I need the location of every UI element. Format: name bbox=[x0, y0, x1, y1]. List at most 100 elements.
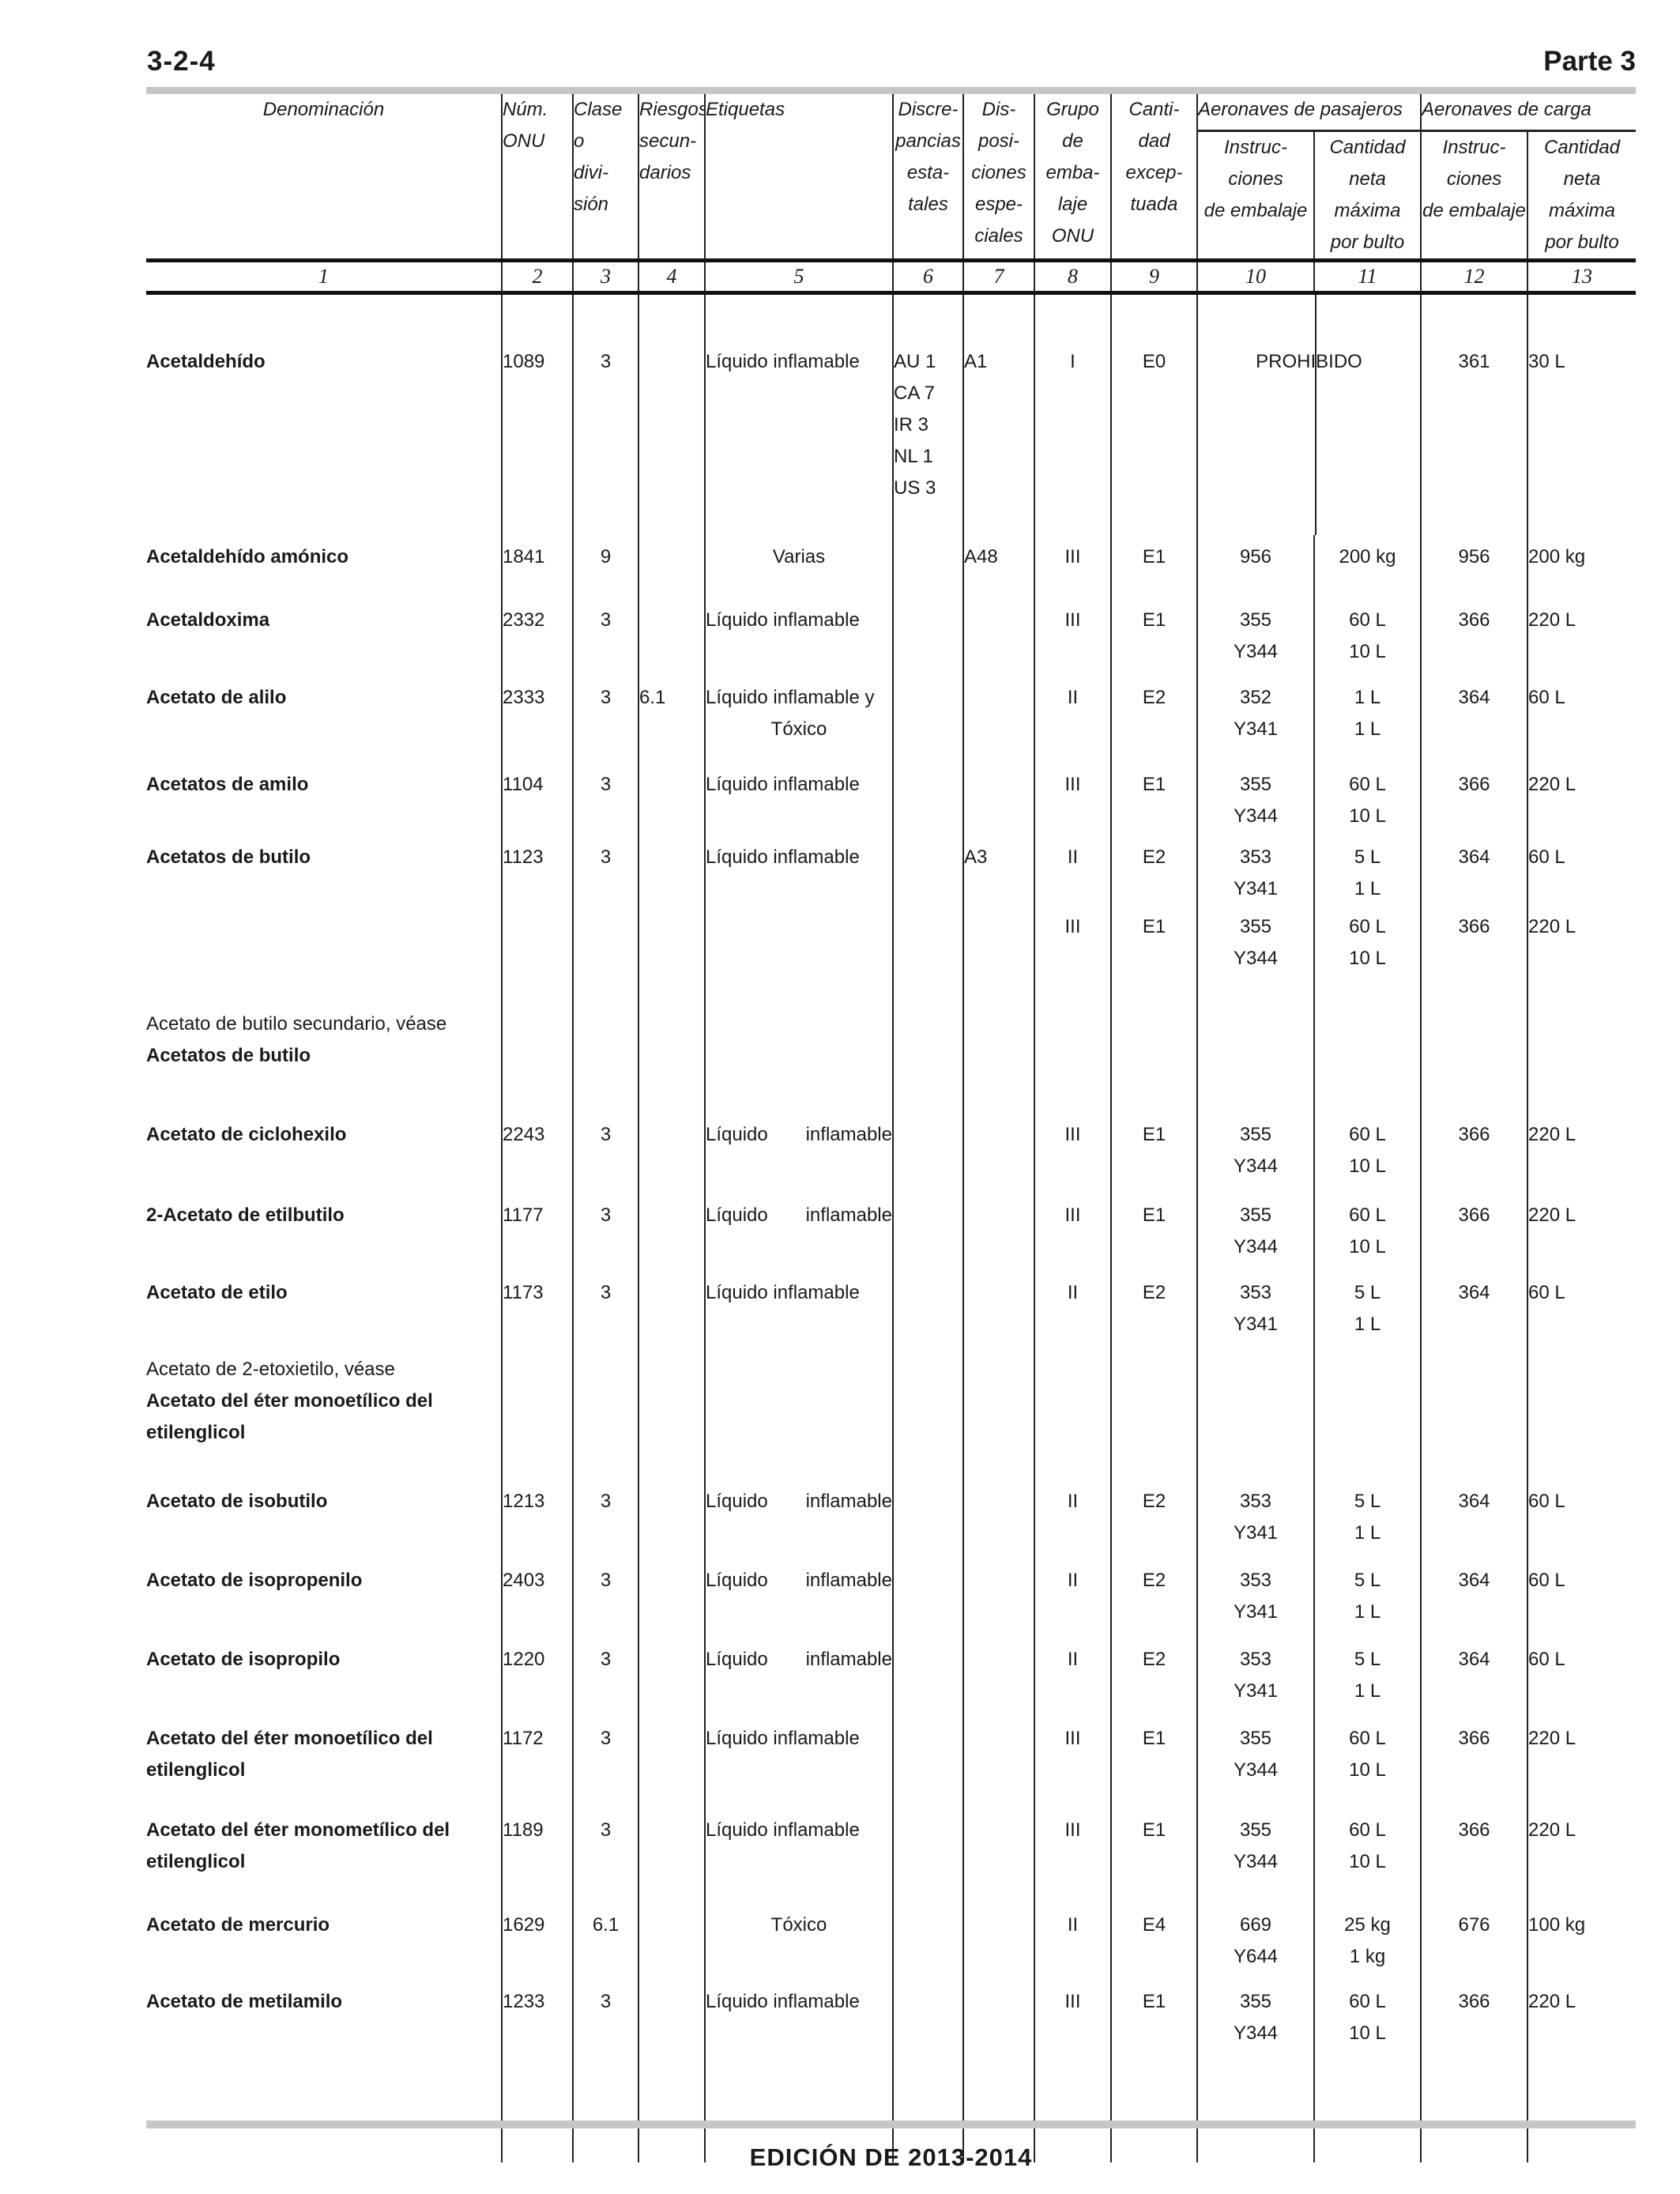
column-number-11: 11 bbox=[1314, 258, 1422, 295]
table-row: Acetato de alilo 2333 3 6.1 Líquido inflamab… bbox=[146, 676, 1636, 763]
cell-num-onu bbox=[502, 1002, 574, 1113]
cell-pasajeros-instrucciones bbox=[1197, 1348, 1315, 1480]
cell-discrepancias-estatales bbox=[893, 1638, 964, 1717]
cell-num-onu: 1123 bbox=[502, 835, 574, 905]
cell-carga-cantidad-maxima: 100 kg bbox=[1528, 1914, 1586, 1936]
cell-num-onu: 1089 bbox=[502, 292, 574, 535]
column-number-4: 4 bbox=[638, 258, 706, 295]
cell-etiquetas: Tóxico bbox=[705, 1903, 894, 1980]
cell-pasajeros-instrucciones: 956 bbox=[1197, 535, 1315, 598]
cell-clase-division: 3 bbox=[573, 1808, 639, 1903]
cell-num-onu: 1172 bbox=[502, 1717, 574, 1808]
cell-riesgos-secundarios bbox=[638, 1980, 706, 2162]
column-header-2: Núm. ONU bbox=[502, 94, 574, 260]
cell-riesgos-secundarios bbox=[638, 535, 706, 598]
cell-num-onu bbox=[502, 1348, 574, 1480]
cell-disposiciones-especiales bbox=[963, 1002, 1035, 1113]
cell-riesgos-secundarios bbox=[638, 1559, 706, 1638]
table-row: Acetato de 2-etoxietilo, véase Acetato de… bbox=[146, 1348, 1636, 1480]
cell-pasajeros-cantidad-maxima: 60 L 10 L bbox=[1314, 1808, 1422, 1903]
edition-footer: EDICIÓN DE 2013-2014 bbox=[749, 2143, 1033, 2171]
cell-carga-cantidad-maxima: 60 L bbox=[1528, 1649, 1565, 1670]
column-header-4: Riesgos secun-darios bbox=[638, 94, 706, 260]
cell-carga-instrucciones: 366 bbox=[1421, 1808, 1528, 1903]
cell-pasajeros-cantidad-maxima: 60 L 10 L bbox=[1314, 1717, 1422, 1808]
cell-clase-division: 3 bbox=[573, 1980, 639, 2162]
header-subrow: Instruc-ciones de embalaje Cantidad neta máx… bbox=[146, 130, 1636, 260]
cell-disposiciones-especiales bbox=[963, 1271, 1035, 1348]
cell-riesgos-secundarios bbox=[638, 598, 706, 676]
column-number-9: 9 bbox=[1111, 258, 1198, 295]
cell-num-onu: 1220 bbox=[502, 1638, 574, 1717]
cell-cantidad-exceptuada: E1 bbox=[1111, 763, 1198, 835]
cell-clase-division: 3 bbox=[573, 292, 639, 535]
column-number-1: 1 bbox=[146, 258, 503, 295]
cell-grupo-embalaje: II bbox=[1034, 835, 1112, 905]
cell-carga-instrucciones: 361 bbox=[1421, 292, 1528, 535]
column-header-6: Discre-pancias esta-tales bbox=[893, 94, 964, 260]
cell-carga-instrucciones: 364 bbox=[1421, 1271, 1528, 1348]
cell-disposiciones-especiales bbox=[963, 1808, 1035, 1903]
cell-denominacion: Acetato de isopropenilo bbox=[146, 1559, 503, 1638]
cell-clase-division bbox=[573, 1348, 639, 1480]
table-row: Acetato de etilo 1173 3 Líquido inflamable I… bbox=[146, 1271, 1636, 1348]
cell-grupo-embalaje: II bbox=[1034, 1638, 1112, 1717]
cell-riesgos-secundarios bbox=[638, 1808, 706, 1903]
cell-num-onu bbox=[502, 905, 574, 1002]
cell-carga-instrucciones: 364 bbox=[1421, 1559, 1528, 1638]
cell-cantidad-exceptuada bbox=[1111, 1002, 1198, 1113]
cell-etiquetas: Líquido inflamable bbox=[705, 1808, 894, 1903]
cell-disposiciones-especiales bbox=[963, 1980, 1035, 2162]
cell-disposiciones-especiales bbox=[963, 1638, 1035, 1717]
cell-num-onu: 1841 bbox=[502, 535, 574, 598]
cell-pasajeros-instrucciones: 353 Y341 bbox=[1197, 1480, 1315, 1559]
cell-riesgos-secundarios bbox=[638, 763, 706, 835]
cell-grupo-embalaje: II bbox=[1034, 1480, 1112, 1559]
cell-carga-instrucciones bbox=[1421, 1002, 1528, 1113]
column-header-3: Clase o divi-sión bbox=[573, 94, 639, 260]
cell-carga-cantidad-maxima: 200 kg bbox=[1528, 546, 1586, 567]
cell-denominacion: Acetato de 2-etoxietilo, véase Acetato de… bbox=[146, 1348, 503, 1480]
cell-grupo-embalaje: III bbox=[1034, 763, 1112, 835]
column-number-row: 1 2 3 4 5 6 7 8 9 10 11 12 13 bbox=[146, 258, 1636, 295]
cell-grupo-embalaje: III bbox=[1034, 1980, 1112, 2162]
table-row: Acetatos de butilo 1123 3 Líquido inflamabl… bbox=[146, 835, 1636, 905]
table-row: Acetato de metilamilo 1233 3 Líquido inflam… bbox=[146, 1980, 1636, 2162]
cell-carga-instrucciones: 366 bbox=[1421, 1193, 1528, 1271]
cell-etiquetas: Líquido inflamable bbox=[705, 1113, 894, 1193]
cell-cantidad-exceptuada: E1 bbox=[1111, 535, 1198, 598]
cell-clase-division: 3 bbox=[573, 1193, 639, 1271]
column-header-7: Dis-posi-ciones espe-ciales bbox=[963, 94, 1035, 260]
table-row: Acetato del éter monometílico del etileng… bbox=[146, 1808, 1636, 1903]
column-number-10: 10 bbox=[1197, 258, 1315, 295]
cell-discrepancias-estatales bbox=[893, 763, 964, 835]
column-header-9: Canti-dad excep-tuada bbox=[1111, 94, 1198, 260]
cell-carga-instrucciones: 366 bbox=[1421, 1980, 1528, 2162]
table-row: Acetato de ciclohexilo 2243 3 Líquido inflam… bbox=[146, 1113, 1636, 1193]
cell-carga-cantidad-maxima bbox=[1527, 1348, 1636, 1480]
cell-disposiciones-especiales bbox=[963, 1480, 1035, 1559]
cell-pasajeros-cantidad-maxima: 60 L 10 L bbox=[1314, 1193, 1422, 1271]
cell-riesgos-secundarios bbox=[638, 1193, 706, 1271]
cell-riesgos-secundarios bbox=[638, 1717, 706, 1808]
cell-carga-cantidad-maxima: 60 L bbox=[1528, 846, 1565, 868]
cell-clase-division bbox=[573, 905, 639, 1002]
cell-pasajeros-instrucciones: 355 Y344 bbox=[1197, 1808, 1315, 1903]
cell-carga-instrucciones: 366 bbox=[1421, 1113, 1528, 1193]
cell-etiquetas: Líquido inflamable bbox=[705, 1638, 894, 1717]
cell-riesgos-secundarios bbox=[638, 1113, 706, 1193]
cell-grupo-embalaje: II bbox=[1034, 1559, 1112, 1638]
cell-carga-instrucciones: 364 bbox=[1421, 835, 1528, 905]
cell-grupo-embalaje: II bbox=[1034, 1903, 1112, 1980]
cell-num-onu: 1233 bbox=[502, 1980, 574, 2162]
cell-grupo-embalaje: III bbox=[1034, 905, 1112, 1002]
cell-discrepancias-estatales bbox=[893, 835, 964, 905]
cell-cantidad-exceptuada: E1 bbox=[1111, 1113, 1198, 1193]
cell-discrepancias-estatales bbox=[893, 1113, 964, 1193]
cell-discrepancias-estatales bbox=[893, 1980, 964, 2162]
cell-disposiciones-especiales bbox=[963, 1559, 1035, 1638]
column-number-12: 12 bbox=[1421, 258, 1528, 295]
